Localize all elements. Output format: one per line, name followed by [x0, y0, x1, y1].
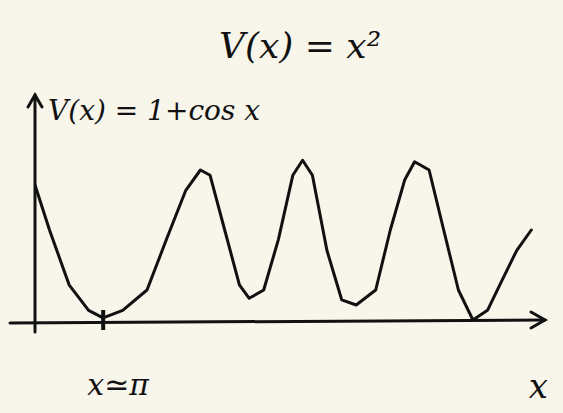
x-label: x	[529, 366, 548, 406]
title: V(x) = x²	[219, 25, 381, 66]
y-label: V(x) = 1+cos x	[48, 94, 260, 127]
y-axis-arrow	[28, 95, 42, 107]
curve	[35, 160, 531, 320]
x-tick	[101, 310, 105, 330]
plot-area	[35, 160, 531, 320]
x-axis	[10, 320, 545, 323]
y-axis	[34, 95, 37, 332]
x-axis-arrow	[531, 312, 545, 328]
x-tick-label: x≃π	[87, 367, 150, 402]
chart: x≃π V(x) = x² V(x) = 1+cos x x	[0, 0, 563, 413]
